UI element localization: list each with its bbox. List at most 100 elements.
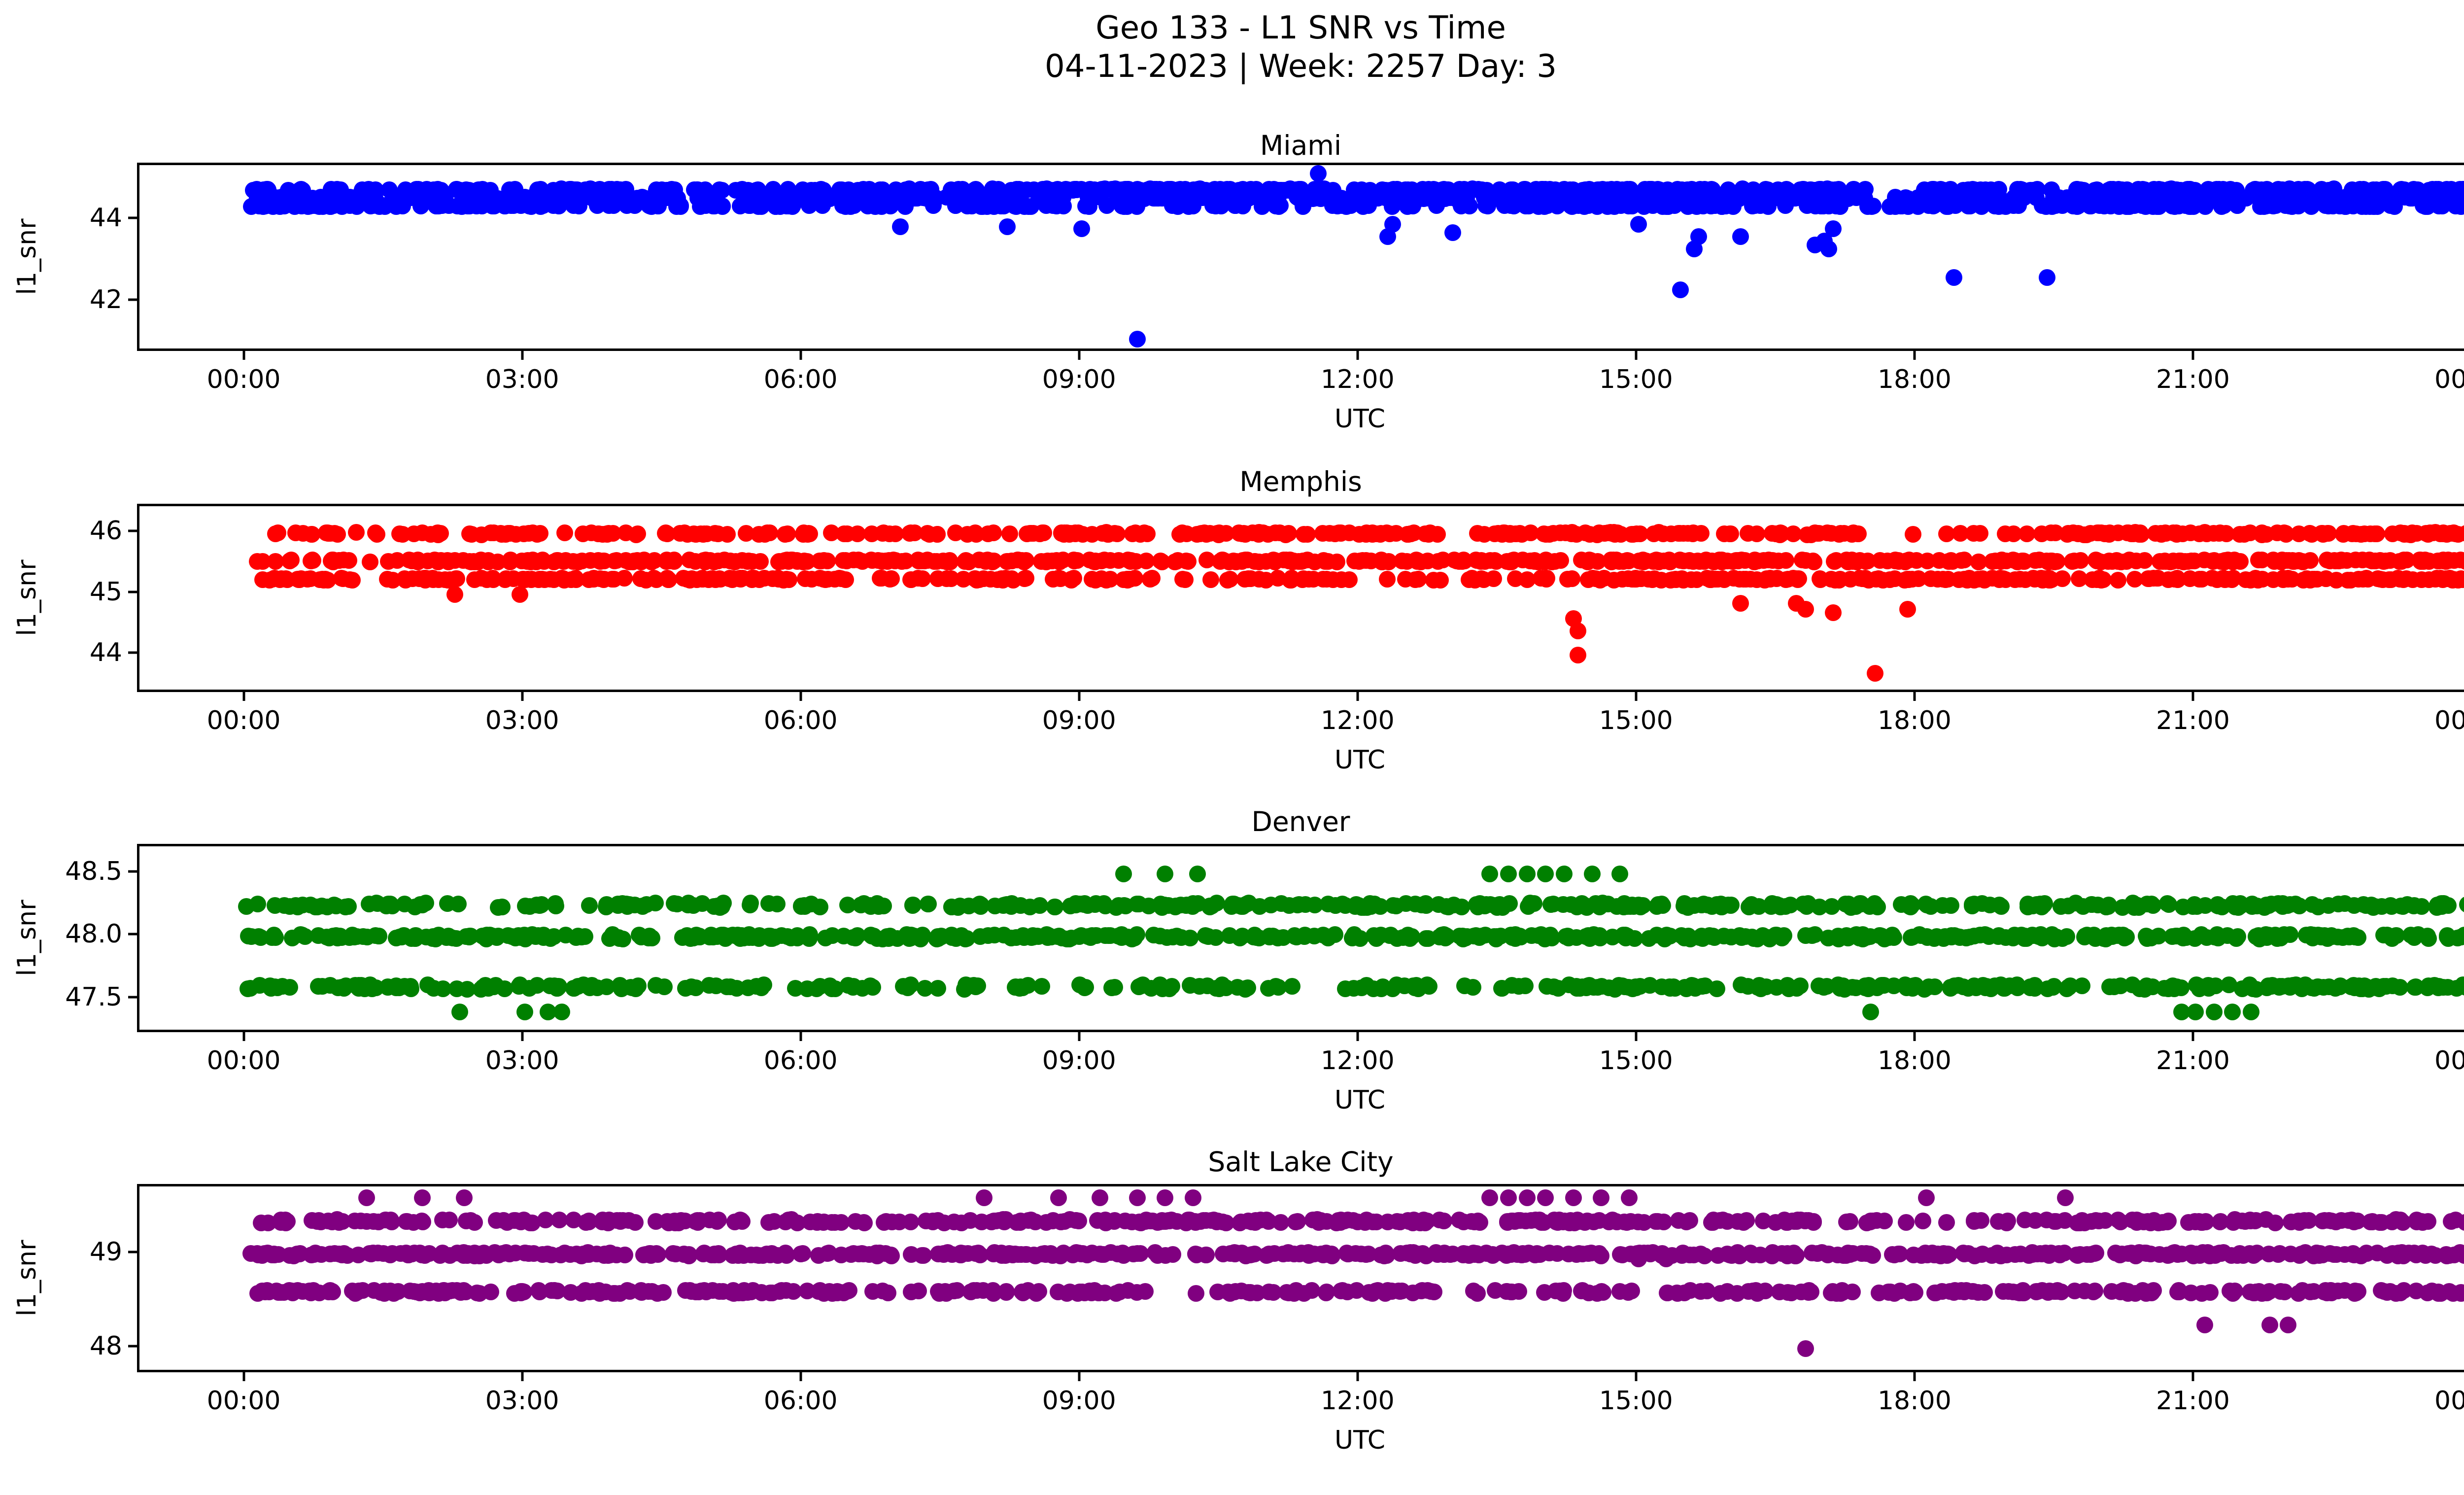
data-point [912, 930, 929, 947]
data-point [1300, 571, 1318, 588]
x-tick-label: 06:00 [763, 706, 838, 735]
data-point [1738, 1212, 1755, 1229]
data-point [717, 930, 734, 947]
data-point [1861, 1245, 1878, 1262]
data-point [1885, 929, 1902, 946]
data-point [1062, 525, 1079, 542]
data-point [665, 895, 683, 912]
x-tick-label: 06:00 [763, 1046, 838, 1076]
subplot-title-miami: Miami [1260, 130, 1342, 161]
data-point [1201, 899, 1218, 916]
data-point [1628, 979, 1645, 996]
data-point [902, 571, 919, 589]
data-point [1974, 895, 1991, 912]
data-point [796, 898, 814, 915]
data-point [281, 552, 299, 569]
x-axis-label: UTC [1334, 1085, 1386, 1115]
data-point [1296, 928, 1313, 945]
data-point [1280, 552, 1298, 569]
data-point [581, 571, 598, 588]
data-point [1557, 928, 1574, 945]
data-point [1174, 571, 1192, 588]
data-point [1522, 524, 1540, 541]
data-point [1548, 1214, 1565, 1231]
data-point [1653, 895, 1671, 912]
data-point [1636, 198, 1653, 215]
data-point [1358, 524, 1375, 541]
y-tick-label: 46 [89, 516, 122, 546]
data-point [665, 553, 683, 570]
data-point [1169, 552, 1186, 569]
data-point [2357, 198, 2374, 215]
data-point [2087, 1212, 2104, 1229]
data-point [1169, 198, 1186, 215]
x-tick-mark [521, 1032, 524, 1041]
data-point [1693, 927, 1711, 944]
y-tick-label: 45 [89, 577, 122, 607]
subplot-title-salt-lake-city: Salt Lake City [1208, 1146, 1394, 1178]
data-point [883, 929, 900, 946]
data-point [266, 928, 283, 945]
data-point-outlier [1820, 241, 1837, 258]
data-point [1646, 570, 1663, 588]
data-point [1289, 1213, 1306, 1230]
data-point [904, 897, 921, 914]
data-point [1488, 553, 1505, 570]
data-point [2366, 898, 2383, 915]
data-point [913, 1247, 930, 1264]
data-point [1233, 927, 1251, 944]
data-point [1404, 197, 1422, 214]
data-point [1496, 197, 1513, 214]
data-point [383, 1213, 401, 1230]
data-point [2107, 1245, 2124, 1262]
data-point [916, 980, 933, 997]
data-point [811, 552, 828, 569]
data-point [1860, 571, 1877, 589]
data-point [1600, 979, 1617, 996]
data-point [1429, 525, 1446, 543]
data-point [1520, 1244, 1537, 1261]
y-tick-mark [128, 870, 137, 873]
y-tick-mark [128, 651, 137, 654]
data-point [811, 898, 828, 915]
data-point [2437, 570, 2455, 588]
data-point-outlier [1500, 866, 1517, 883]
data-point [2386, 198, 2403, 215]
data-point [955, 1245, 972, 1262]
data-point [1181, 1211, 1198, 1228]
data-point-outlier [2242, 1004, 2259, 1021]
y-tick-mark [128, 216, 137, 219]
y-tick-label: 47.5 [65, 982, 122, 1012]
data-point [1039, 929, 1057, 946]
data-point [2191, 978, 2208, 995]
data-point [1768, 927, 1785, 944]
data-point [941, 553, 958, 570]
data-point [1227, 197, 1244, 214]
data-point [1855, 929, 1873, 946]
x-tick-label: 15:00 [1599, 706, 1673, 735]
data-point [842, 198, 859, 215]
data-point [812, 570, 829, 587]
data-point [1131, 1214, 1148, 1231]
data-point [1721, 525, 1738, 542]
data-point-outlier [1611, 866, 1629, 883]
data-point [943, 927, 960, 944]
data-point [346, 976, 364, 994]
data-point [1998, 1214, 2016, 1231]
data-point [364, 980, 381, 998]
data-point [883, 570, 900, 588]
data-point [2224, 554, 2241, 570]
plot-axes-denver [137, 844, 2464, 1032]
data-point [2159, 895, 2176, 912]
data-point [2059, 524, 2077, 542]
data-point [897, 198, 914, 215]
x-tick-mark [242, 351, 245, 360]
data-point [1280, 524, 1297, 542]
data-point-outlier [1518, 866, 1536, 883]
x-tick-mark [242, 1032, 245, 1041]
data-point [740, 979, 757, 996]
data-point [2421, 553, 2438, 570]
x-tick-mark [521, 692, 524, 701]
data-point [1438, 928, 1456, 945]
data-point [430, 198, 447, 215]
